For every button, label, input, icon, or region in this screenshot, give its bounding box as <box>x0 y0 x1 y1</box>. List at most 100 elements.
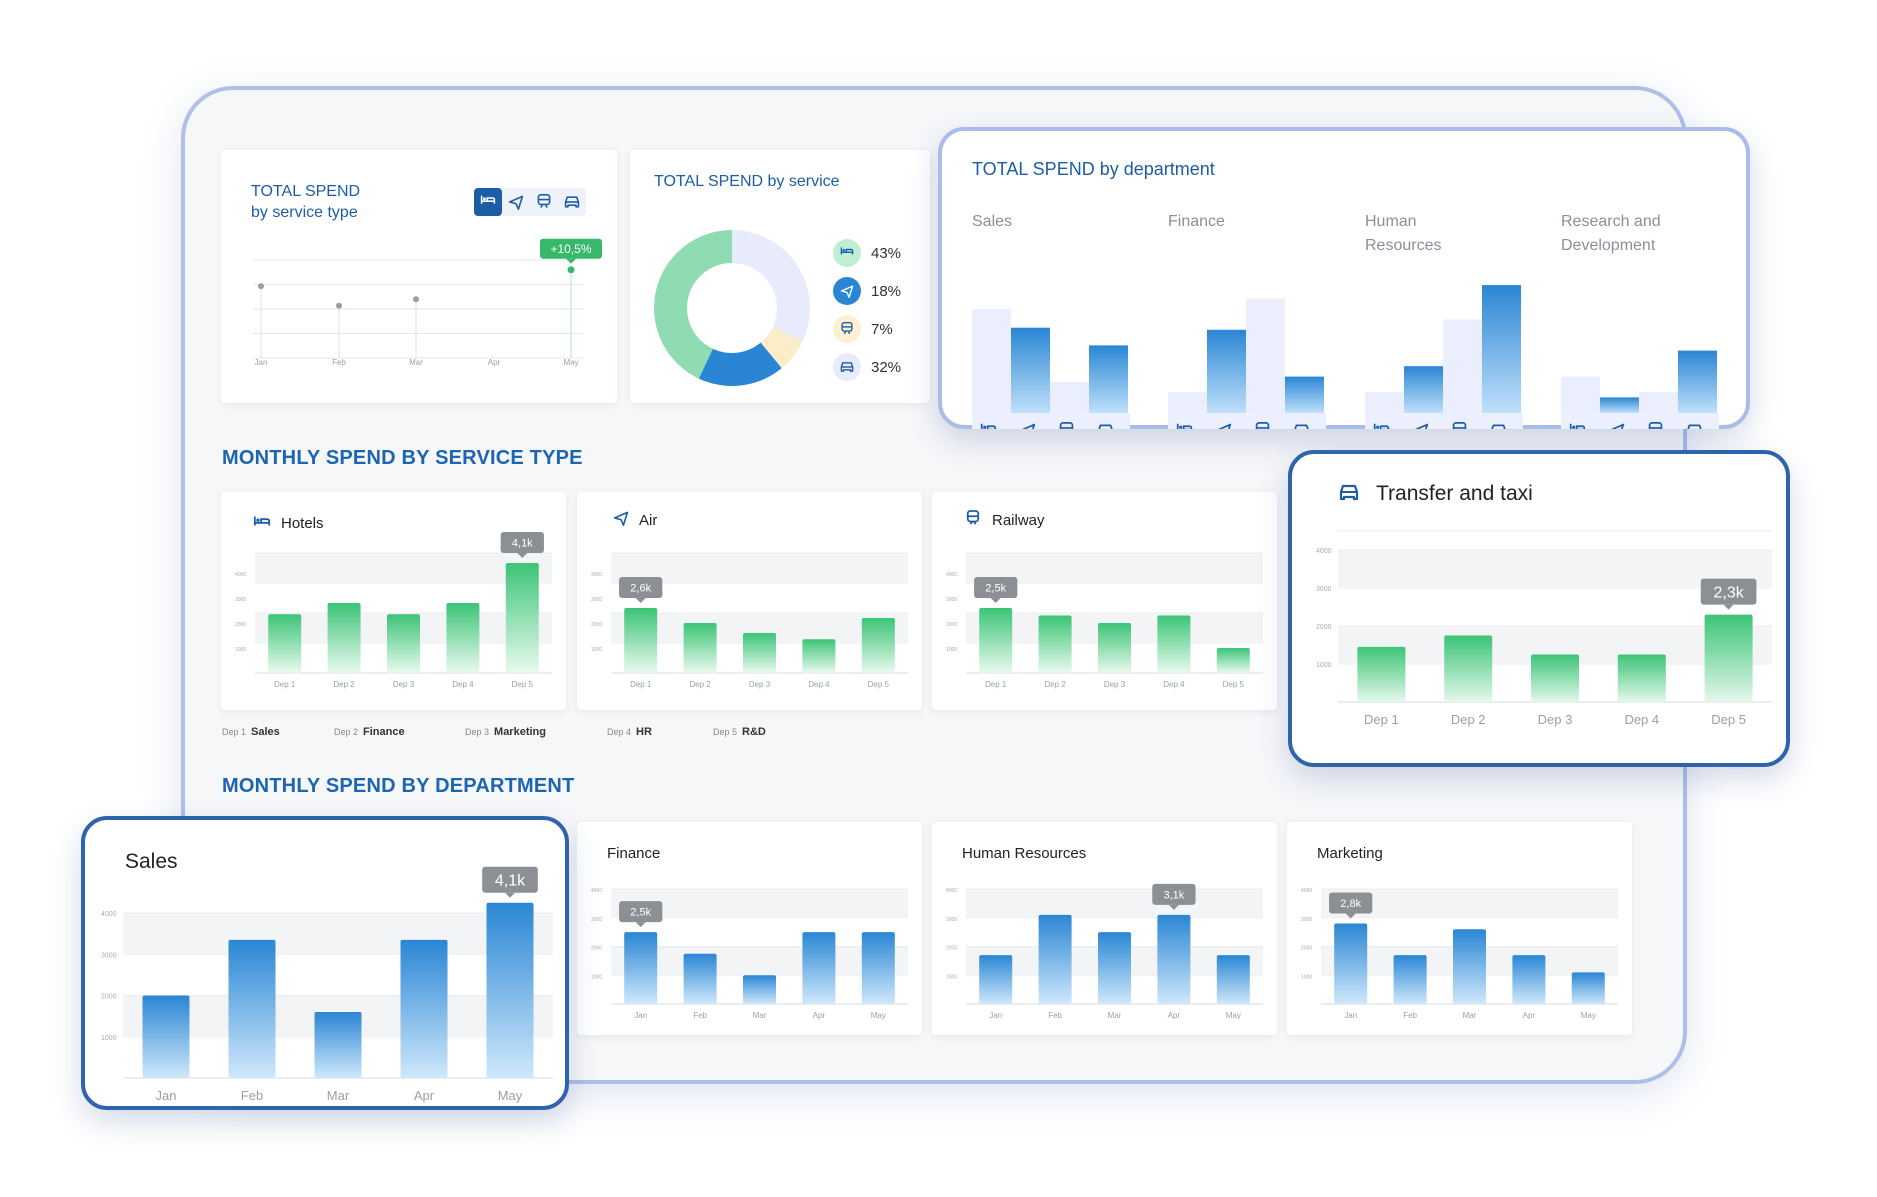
y-tick-label: 1000 <box>101 1035 117 1042</box>
bar[interactable] <box>683 623 717 673</box>
bar[interactable] <box>1704 614 1753 702</box>
bed-icon <box>253 514 271 533</box>
y-tick-label: 2000 <box>1316 624 1332 631</box>
bar[interactable] <box>1089 345 1128 413</box>
bar[interactable] <box>979 955 1013 1004</box>
bar[interactable] <box>142 995 190 1079</box>
bar[interactable] <box>1038 914 1072 1004</box>
x-tick-label: Dep 1 <box>274 680 296 689</box>
department-name: Sales <box>972 213 1013 230</box>
tab-plane[interactable] <box>502 188 530 216</box>
donut-slice[interactable] <box>732 230 810 342</box>
bar[interactable] <box>1531 654 1579 703</box>
bar[interactable] <box>1207 329 1246 413</box>
bar[interactable] <box>1098 623 1131 673</box>
bar[interactable] <box>446 603 480 673</box>
value-badge: 2,8k <box>1329 892 1373 919</box>
bar[interactable] <box>314 1012 362 1078</box>
x-tick-label: Dep 3 <box>1104 680 1126 689</box>
bar[interactable] <box>1216 648 1250 673</box>
donut-slice[interactable] <box>760 327 803 369</box>
donut-slice[interactable] <box>654 230 732 379</box>
bar[interactable] <box>1157 615 1191 674</box>
tab-train[interactable] <box>530 188 558 216</box>
bar[interactable] <box>861 618 895 673</box>
bar[interactable] <box>1393 955 1427 1004</box>
x-tick-label: Apr <box>414 1088 435 1103</box>
tab-car[interactable] <box>558 188 586 216</box>
total-spend-by-service-card: TOTAL SPEND by service 43% 18% 7% 32% <box>630 150 930 403</box>
bar[interactable] <box>1512 955 1546 1004</box>
bar[interactable] <box>683 953 717 1004</box>
x-tick-label: Mar <box>409 358 423 367</box>
marketing-bar-chart: 4000 3000 2000 1000 Jan 2,8k Feb Mar Apr May <box>1301 888 1618 1020</box>
badge-text: 4,1k <box>495 872 526 889</box>
bar[interactable] <box>327 603 361 673</box>
x-tick-label: Jan <box>255 358 268 367</box>
y-tick-label: 2000 <box>235 622 246 628</box>
data-point[interactable] <box>258 283 264 290</box>
x-tick-label: Feb <box>693 1011 707 1020</box>
donut-legend-item: 7% <box>833 310 901 348</box>
bar[interactable] <box>1600 397 1639 413</box>
x-tick-label: Dep 3 <box>749 680 771 689</box>
x-tick-label: Dep 3 <box>393 680 415 689</box>
bar[interactable] <box>861 932 895 1004</box>
bar[interactable] <box>1216 955 1250 1004</box>
bar-bg <box>1050 381 1089 413</box>
tab-bed[interactable] <box>474 188 502 216</box>
train-icon <box>1255 422 1270 429</box>
bar[interactable] <box>505 563 539 673</box>
bar[interactable] <box>624 932 658 1004</box>
bar[interactable] <box>979 608 1013 673</box>
bar[interactable] <box>802 932 836 1004</box>
bar[interactable] <box>387 614 420 673</box>
bar[interactable] <box>1453 929 1486 1004</box>
y-tick-label: 4000 <box>1316 548 1332 555</box>
bar[interactable] <box>1571 972 1605 1004</box>
total-spend-by-type-card: TOTAL SPEND by service type Jan Feb Mar Apr… <box>221 150 617 403</box>
legend-value: HR <box>636 726 652 738</box>
chart-name: Air <box>639 512 658 529</box>
bar[interactable] <box>1098 932 1131 1004</box>
bar[interactable] <box>1285 376 1324 413</box>
plane-icon <box>508 195 524 210</box>
bar[interactable] <box>1404 366 1443 413</box>
x-tick-label: Dep 2 <box>689 680 711 689</box>
data-point[interactable] <box>336 302 342 309</box>
legend-key: Dep 2 <box>334 727 359 737</box>
bar[interactable] <box>268 614 302 673</box>
bar[interactable] <box>486 902 534 1078</box>
donut-slice[interactable] <box>698 342 782 386</box>
bar[interactable] <box>1334 923 1368 1005</box>
bar[interactable] <box>400 939 448 1078</box>
data-point[interactable] <box>413 296 419 303</box>
y-tick-label: 1000 <box>946 647 957 653</box>
legend-key: Dep 1 <box>222 727 247 737</box>
data-point[interactable] <box>567 266 575 274</box>
bar[interactable] <box>1011 327 1050 413</box>
bar[interactable] <box>1038 615 1072 674</box>
bar[interactable] <box>1678 350 1717 413</box>
bar[interactable] <box>1617 654 1666 703</box>
car-icon <box>564 196 580 208</box>
bar[interactable] <box>624 608 658 673</box>
plane-icon <box>833 277 861 305</box>
bar[interactable] <box>1157 914 1191 1004</box>
x-tick-label: Jan <box>989 1011 1002 1020</box>
bar[interactable] <box>1482 285 1521 413</box>
train-icon <box>833 315 861 343</box>
bar[interactable] <box>1357 646 1406 702</box>
bar[interactable] <box>743 975 776 1004</box>
finance-chart-card: Finance 4000 3000 2000 1000 Jan 2,5k Feb Mar Apr… <box>577 822 922 1035</box>
air-chart-card: Air 4000 3000 2000 1000 Dep 1 2,6k Dep 2 Dep 3 D… <box>577 492 922 710</box>
bar[interactable] <box>228 939 276 1078</box>
bar[interactable] <box>1444 635 1493 703</box>
train-icon <box>537 194 551 209</box>
bed-icon <box>833 239 861 267</box>
service-type-tabs[interactable] <box>474 188 586 216</box>
donut-legend-value: 32% <box>871 358 902 376</box>
y-tick-label: 3000 <box>591 597 602 603</box>
bar[interactable] <box>802 639 836 673</box>
bar[interactable] <box>743 633 776 673</box>
